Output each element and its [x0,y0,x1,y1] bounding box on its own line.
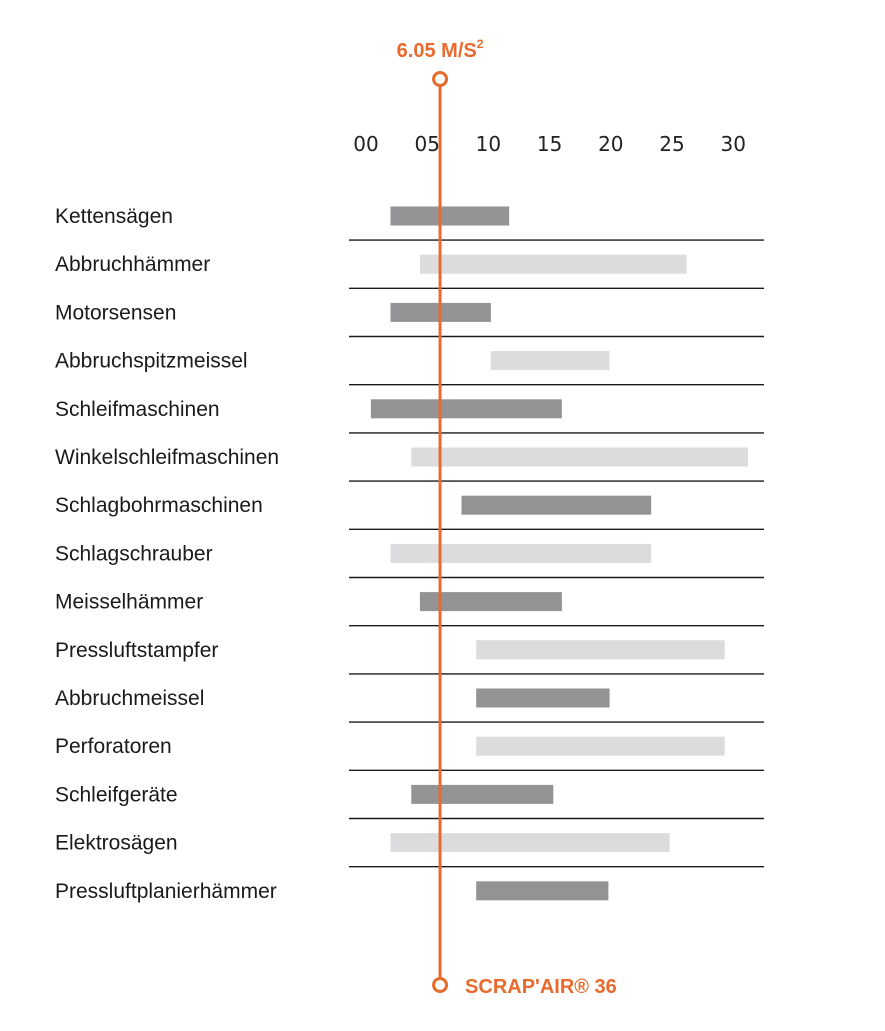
bar-5 [411,447,748,467]
x-axis-ticks: 00 05 10 15 20 25 30 [353,132,746,156]
category-label-14: Pressluftplanierhämmer [55,880,277,903]
category-label-3: Abbruchspitzmeissel [55,350,248,373]
bar-13 [390,833,670,853]
category-label-6: Schlagbohrmaschinen [55,494,263,517]
category-label-12: Schleifgeräte [55,783,178,806]
category-label-2: Motorsensen [55,301,176,324]
category-label-9: Pressluftstampfer [55,639,218,662]
bar-4 [370,399,562,419]
bar-8 [419,592,562,612]
reference-value-label: 6.05 M/S2 [397,37,484,62]
category-label-11: Perforatoren [55,735,172,758]
x-tick-label-5: 25 [659,132,684,156]
bar-12 [411,784,554,804]
x-tick-label-0: 00 [353,132,378,156]
category-label-8: Meisselhämmer [55,591,203,614]
category-labels: Kettensägen Abbruchhämmer Motorsensen Abbru… [55,205,279,903]
x-tick-label-1: 05 [414,132,439,156]
reference-bottom-marker [432,977,449,993]
reference-marker: 6.05 M/S2 SCRAP'AIR® 36 [397,37,617,998]
bar-9 [476,640,725,660]
category-label-5: Winkelschleifmaschinen [55,446,279,469]
x-tick-label-2: 10 [476,132,501,156]
row-dividers [349,239,764,868]
category-label-0: Kettensägen [55,205,173,228]
bar-3 [490,351,610,371]
bar-0 [390,206,510,226]
bar-10 [476,688,610,708]
x-tick-label-6: 30 [720,132,745,156]
reference-product-name: SCRAP'AIR® 36 [465,976,617,998]
bar-11 [476,736,725,756]
category-label-10: Abbruchmeissel [55,687,204,710]
category-label-13: Elektrosägen [55,832,178,855]
category-label-7: Schlagschrauber [55,542,213,565]
category-label-4: Schleifmaschinen [55,398,220,421]
bar-14 [476,881,609,901]
reference-value-text: 6.05 M/S [397,40,477,62]
x-tick-label-3: 15 [537,132,562,156]
bar-1 [419,254,687,274]
bar-6 [461,495,652,515]
category-label-1: Abbruchhämmer [55,253,210,276]
bar-7 [390,543,652,563]
reference-value-superscript: 2 [477,37,484,51]
x-tick-label-4: 20 [598,132,623,156]
bars-layer [370,206,748,901]
reference-top-marker [432,71,449,87]
